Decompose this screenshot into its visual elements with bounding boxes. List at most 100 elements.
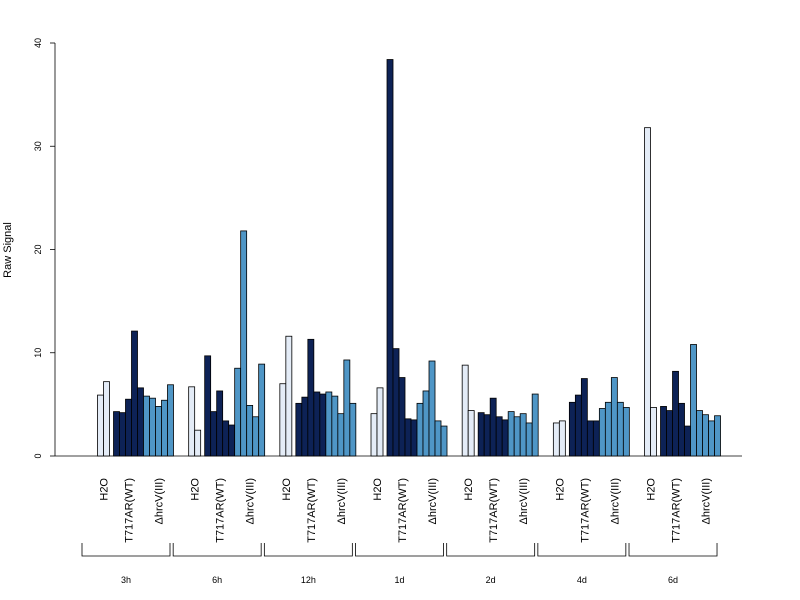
bar-1d-2-4 — [404, 418, 412, 457]
bar-4d-2-3 — [580, 378, 588, 457]
bar-3h-2-4 — [131, 330, 138, 457]
bar-4d-1-1 — [552, 422, 560, 457]
category-label: T717AR(WT) — [671, 478, 683, 543]
time-bracket — [537, 543, 627, 557]
category-label: T717AR(WT) — [215, 478, 227, 543]
bar-2d-3-2 — [513, 416, 521, 457]
time-bracket — [446, 543, 536, 557]
bar-1d-2-1 — [386, 59, 394, 457]
category-label: H2O — [463, 478, 475, 501]
bar-2d-1-2 — [467, 410, 475, 457]
category-label: H2O — [646, 478, 658, 501]
bar-1d-2-3 — [398, 377, 406, 457]
bar-12h-3-2 — [331, 395, 339, 457]
category-label: ΔhrcV(III) — [154, 478, 166, 524]
bar-12h-2-1 — [295, 402, 303, 457]
y-tick-label: 40 — [33, 38, 43, 48]
bar-1d-2-5 — [410, 419, 418, 457]
time-group-label: 12h — [301, 575, 316, 585]
bar-3h-3-3 — [155, 406, 162, 457]
category-label: T717AR(WT) — [306, 478, 318, 543]
bar-2d-2-3 — [489, 397, 497, 457]
bar-3h-2-1 — [113, 411, 120, 457]
bar-3h-2-3 — [125, 398, 132, 457]
y-tick-label: 10 — [33, 348, 43, 358]
bar-6h-3-1 — [234, 367, 242, 457]
bar-4d-3-3 — [610, 377, 618, 457]
time-group-label: 4d — [577, 575, 587, 585]
time-group-label: 6d — [668, 575, 678, 585]
category-label: ΔhrcV(III) — [518, 478, 530, 524]
bar-12h-1-1 — [279, 383, 287, 457]
category-label: H2O — [281, 478, 293, 501]
bar-3h-1-1 — [97, 394, 104, 457]
bar-6h-1-2 — [194, 429, 202, 457]
bar-6d-3-5 — [714, 415, 721, 457]
bar-6d-3-1 — [690, 344, 697, 457]
category-label: H2O — [372, 478, 384, 501]
bar-2d-2-5 — [501, 419, 509, 457]
bar-12h-3-3 — [337, 413, 345, 457]
bar-2d-3-3 — [519, 413, 527, 457]
bar-6h-2-3 — [216, 390, 224, 457]
bar-1d-1-2 — [376, 387, 384, 457]
bar-6d-3-2 — [696, 410, 703, 457]
bar-6h-2-5 — [228, 424, 236, 457]
bar-3h-2-5 — [137, 387, 144, 457]
bar-6h-2-4 — [222, 420, 230, 457]
bar-4d-3-4 — [616, 401, 624, 457]
bar-12h-3-1 — [325, 391, 333, 457]
category-label: H2O — [190, 478, 202, 501]
category-label: H2O — [554, 478, 566, 501]
bar-12h-2-5 — [319, 393, 327, 457]
bars — [97, 59, 721, 457]
bar-12h-3-5 — [349, 402, 357, 457]
category-label: T717AR(WT) — [397, 478, 409, 543]
bar-12h-1-2 — [285, 335, 293, 457]
category-label: T717AR(WT) — [124, 478, 136, 543]
bar-6h-3-4 — [252, 416, 260, 457]
y-axis: 0 10 20 30 40 — [33, 38, 56, 459]
y-tick-label: 30 — [33, 141, 43, 151]
bar-6d-2-3 — [672, 370, 679, 457]
category-label: T717AR(WT) — [579, 478, 591, 543]
bar-12h-2-2 — [301, 396, 309, 457]
time-bracket — [628, 543, 718, 557]
bar-4d-2-5 — [592, 420, 600, 457]
category-label: ΔhrcV(III) — [609, 478, 621, 524]
time-bracket — [172, 543, 262, 557]
bar-6d-2-1 — [660, 406, 667, 457]
bar-4d-3-5 — [622, 407, 630, 457]
bar-6h-2-1 — [204, 355, 212, 457]
bar-12h-2-4 — [313, 391, 321, 457]
bar-3h-3-5 — [167, 384, 174, 457]
category-label: ΔhrcV(III) — [701, 478, 713, 524]
bar-3h-2-2 — [119, 412, 126, 457]
bar-2d-2-1 — [477, 412, 485, 457]
time-bracket — [263, 543, 353, 557]
bar-2d-2-2 — [483, 414, 491, 457]
category-label: H2O — [99, 478, 111, 501]
bar-6d-1-1 — [644, 127, 651, 457]
bar-2d-3-4 — [525, 422, 533, 457]
bar-4d-3-2 — [604, 401, 612, 457]
bar-1d-3-3 — [428, 360, 436, 457]
bar-6d-2-4 — [678, 402, 685, 457]
bar-4d-2-4 — [586, 420, 594, 457]
bar-6d-2-2 — [666, 410, 673, 457]
bar-6d-3-3 — [702, 414, 709, 457]
bar-1d-2-2 — [392, 348, 400, 457]
bar-2d-3-5 — [531, 393, 539, 457]
time-group-label: 3h — [121, 575, 131, 585]
time-brackets: 3h 6h 12h 1d 2d 4d 6d — [81, 543, 718, 585]
category-label: ΔhrcV(III) — [427, 478, 439, 524]
bar-1d-3-5 — [440, 425, 448, 457]
bar-1d-3-4 — [434, 420, 442, 457]
y-tick-label: 0 — [33, 453, 43, 458]
bar-2d-1-1 — [461, 364, 469, 457]
bar-2d-2-4 — [495, 416, 503, 457]
bar-6d-3-4 — [708, 420, 715, 457]
bar-4d-3-1 — [598, 408, 606, 457]
bar-6h-3-5 — [258, 363, 266, 457]
